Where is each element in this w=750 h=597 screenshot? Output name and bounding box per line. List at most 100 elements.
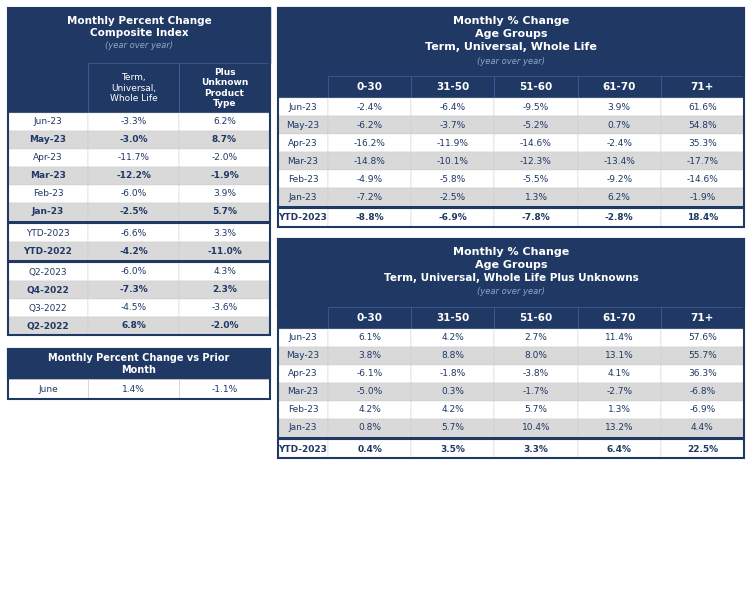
Text: -2.4%: -2.4% [606, 139, 632, 147]
Bar [8, 63, 88, 113]
Bar [661, 98, 744, 116]
Bar [661, 307, 744, 329]
Text: -7.2%: -7.2% [356, 192, 382, 202]
Text: -6.9%: -6.9% [439, 214, 467, 223]
Bar [328, 98, 411, 116]
Bar [661, 383, 744, 401]
Text: 71+: 71+ [691, 313, 714, 323]
Text: 5.7%: 5.7% [212, 208, 237, 217]
Bar [278, 152, 328, 170]
Bar [88, 167, 179, 185]
Bar [88, 281, 179, 299]
Bar [661, 440, 744, 458]
Text: 0.4%: 0.4% [357, 445, 382, 454]
Bar [411, 134, 494, 152]
Text: -6.1%: -6.1% [356, 370, 382, 378]
Bar [578, 419, 661, 437]
Text: -1.1%: -1.1% [211, 384, 238, 393]
Text: -1.9%: -1.9% [210, 171, 238, 180]
Text: 8.7%: 8.7% [212, 136, 237, 144]
Text: Q2-2023: Q2-2023 [28, 267, 68, 276]
Bar [278, 383, 328, 401]
Text: 2.7%: 2.7% [524, 334, 548, 343]
Bar [411, 401, 494, 419]
Text: Feb-23: Feb-23 [33, 189, 63, 198]
Bar [328, 440, 411, 458]
Bar [494, 170, 578, 188]
Text: 1.4%: 1.4% [122, 384, 145, 393]
Bar [494, 76, 578, 98]
Text: Monthly % Change: Monthly % Change [453, 16, 569, 26]
Text: -5.2%: -5.2% [523, 121, 549, 130]
Bar [179, 242, 270, 260]
Bar [8, 263, 88, 281]
Bar [661, 209, 744, 227]
Text: -2.0%: -2.0% [211, 153, 238, 162]
Text: -6.0%: -6.0% [120, 189, 147, 198]
Bar [278, 239, 744, 458]
Text: (year over year): (year over year) [105, 42, 173, 51]
Bar [88, 263, 179, 281]
Text: -6.4%: -6.4% [440, 103, 466, 112]
Text: -2.8%: -2.8% [605, 214, 634, 223]
Text: -10.1%: -10.1% [436, 156, 469, 165]
Bar [661, 116, 744, 134]
Text: 8.8%: 8.8% [441, 352, 464, 361]
Text: -17.7%: -17.7% [686, 156, 718, 165]
Bar [578, 76, 661, 98]
Bar [661, 419, 744, 437]
Text: -6.2%: -6.2% [356, 121, 382, 130]
Text: -14.6%: -14.6% [520, 139, 552, 147]
Text: Mar-23: Mar-23 [287, 156, 319, 165]
Bar [494, 347, 578, 365]
Bar [278, 437, 744, 440]
Text: Mar-23: Mar-23 [30, 171, 66, 180]
Bar [88, 224, 179, 242]
Bar [278, 116, 328, 134]
Bar [278, 329, 328, 347]
Bar [661, 329, 744, 347]
Bar [661, 401, 744, 419]
Bar [411, 383, 494, 401]
Bar [328, 116, 411, 134]
Bar [278, 209, 328, 227]
Text: Q3-2022: Q3-2022 [28, 303, 68, 312]
Text: 0-30: 0-30 [356, 313, 382, 323]
Bar [278, 76, 328, 98]
Bar [578, 188, 661, 206]
Bar [278, 170, 328, 188]
Bar [88, 317, 179, 335]
Bar [8, 131, 88, 149]
Bar [278, 307, 744, 329]
Text: Age Groups: Age Groups [475, 29, 548, 39]
Text: 22.5%: 22.5% [687, 445, 718, 454]
Text: Q4-2022: Q4-2022 [27, 285, 69, 294]
Bar [411, 170, 494, 188]
Text: 3.5%: 3.5% [440, 445, 465, 454]
Text: Jan-23: Jan-23 [289, 192, 317, 202]
Bar [661, 76, 744, 98]
Bar [578, 98, 661, 116]
Text: -11.0%: -11.0% [207, 247, 242, 256]
Bar [8, 379, 88, 399]
Bar [578, 383, 661, 401]
Bar [278, 307, 328, 329]
Text: 11.4%: 11.4% [605, 334, 634, 343]
Text: YTD-2022: YTD-2022 [23, 247, 73, 256]
Text: -1.9%: -1.9% [689, 192, 715, 202]
Text: 2.3%: 2.3% [212, 285, 237, 294]
Bar [278, 8, 744, 227]
Bar [278, 8, 744, 76]
Bar [8, 242, 88, 260]
Text: -12.3%: -12.3% [520, 156, 552, 165]
Text: -5.5%: -5.5% [523, 174, 549, 183]
Bar [661, 134, 744, 152]
Text: -6.8%: -6.8% [689, 387, 715, 396]
Bar [179, 379, 270, 399]
Bar [328, 209, 411, 227]
Text: -2.5%: -2.5% [440, 192, 466, 202]
Bar [88, 185, 179, 203]
Bar [411, 347, 494, 365]
Text: -2.0%: -2.0% [210, 322, 238, 331]
Bar [661, 347, 744, 365]
